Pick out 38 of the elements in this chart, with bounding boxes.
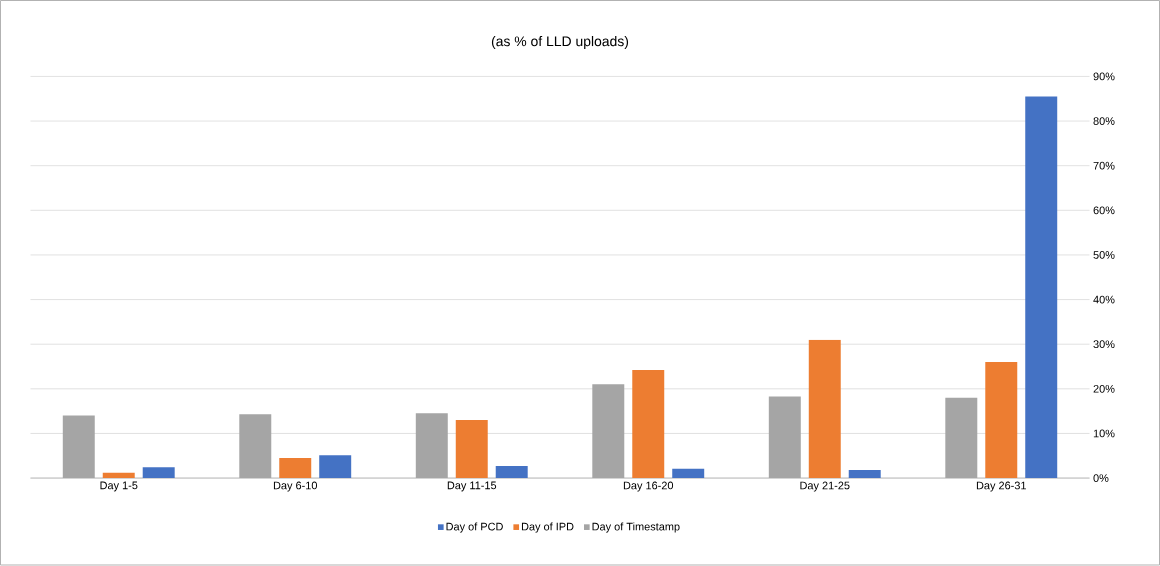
y-tick-label: 80% — [1093, 117, 1115, 126]
y-tick-label: 90% — [1093, 72, 1115, 81]
y-tick-label: 70% — [1093, 162, 1115, 170]
x-tick-label: Day 16-20 — [623, 481, 674, 492]
x-tick-label: Day 11-15 — [447, 481, 497, 492]
y-tick-label: 30% — [1093, 340, 1115, 349]
bar — [319, 455, 352, 479]
chart-title: (as % of LLD uploads) — [491, 36, 629, 50]
legend-label: Day of PCD — [446, 522, 503, 533]
bar — [945, 398, 978, 479]
x-tick-label: Day 6-10 — [273, 481, 317, 492]
legend-label: Day of IPD — [521, 522, 574, 533]
legend-label: Day of Timestamp — [592, 522, 680, 533]
bar — [415, 413, 448, 479]
x-tick-label: Day 21-25 — [800, 481, 850, 492]
y-tick-label: 20% — [1093, 385, 1115, 393]
x-tick-label: Day 1-5 — [100, 481, 138, 492]
bar — [279, 458, 312, 479]
bar — [62, 415, 95, 479]
bar — [848, 470, 881, 479]
bar — [495, 466, 528, 479]
bar — [672, 468, 705, 479]
bar — [455, 420, 488, 479]
y-tick-label: 60% — [1093, 206, 1115, 215]
bar — [808, 339, 841, 479]
bar — [592, 384, 625, 479]
y-tick-label: 40% — [1093, 295, 1115, 304]
bar — [239, 414, 272, 479]
y-tick-label: 50% — [1093, 251, 1115, 260]
bar — [632, 370, 665, 479]
bar — [1025, 96, 1058, 479]
y-tick-label: 0% — [1093, 474, 1109, 483]
x-tick-label: Day 26-31 — [976, 481, 1026, 492]
bar — [102, 472, 135, 479]
bar — [768, 396, 801, 479]
bar — [985, 362, 1018, 479]
bar — [142, 467, 175, 479]
y-tick-label: 10% — [1093, 429, 1115, 438]
